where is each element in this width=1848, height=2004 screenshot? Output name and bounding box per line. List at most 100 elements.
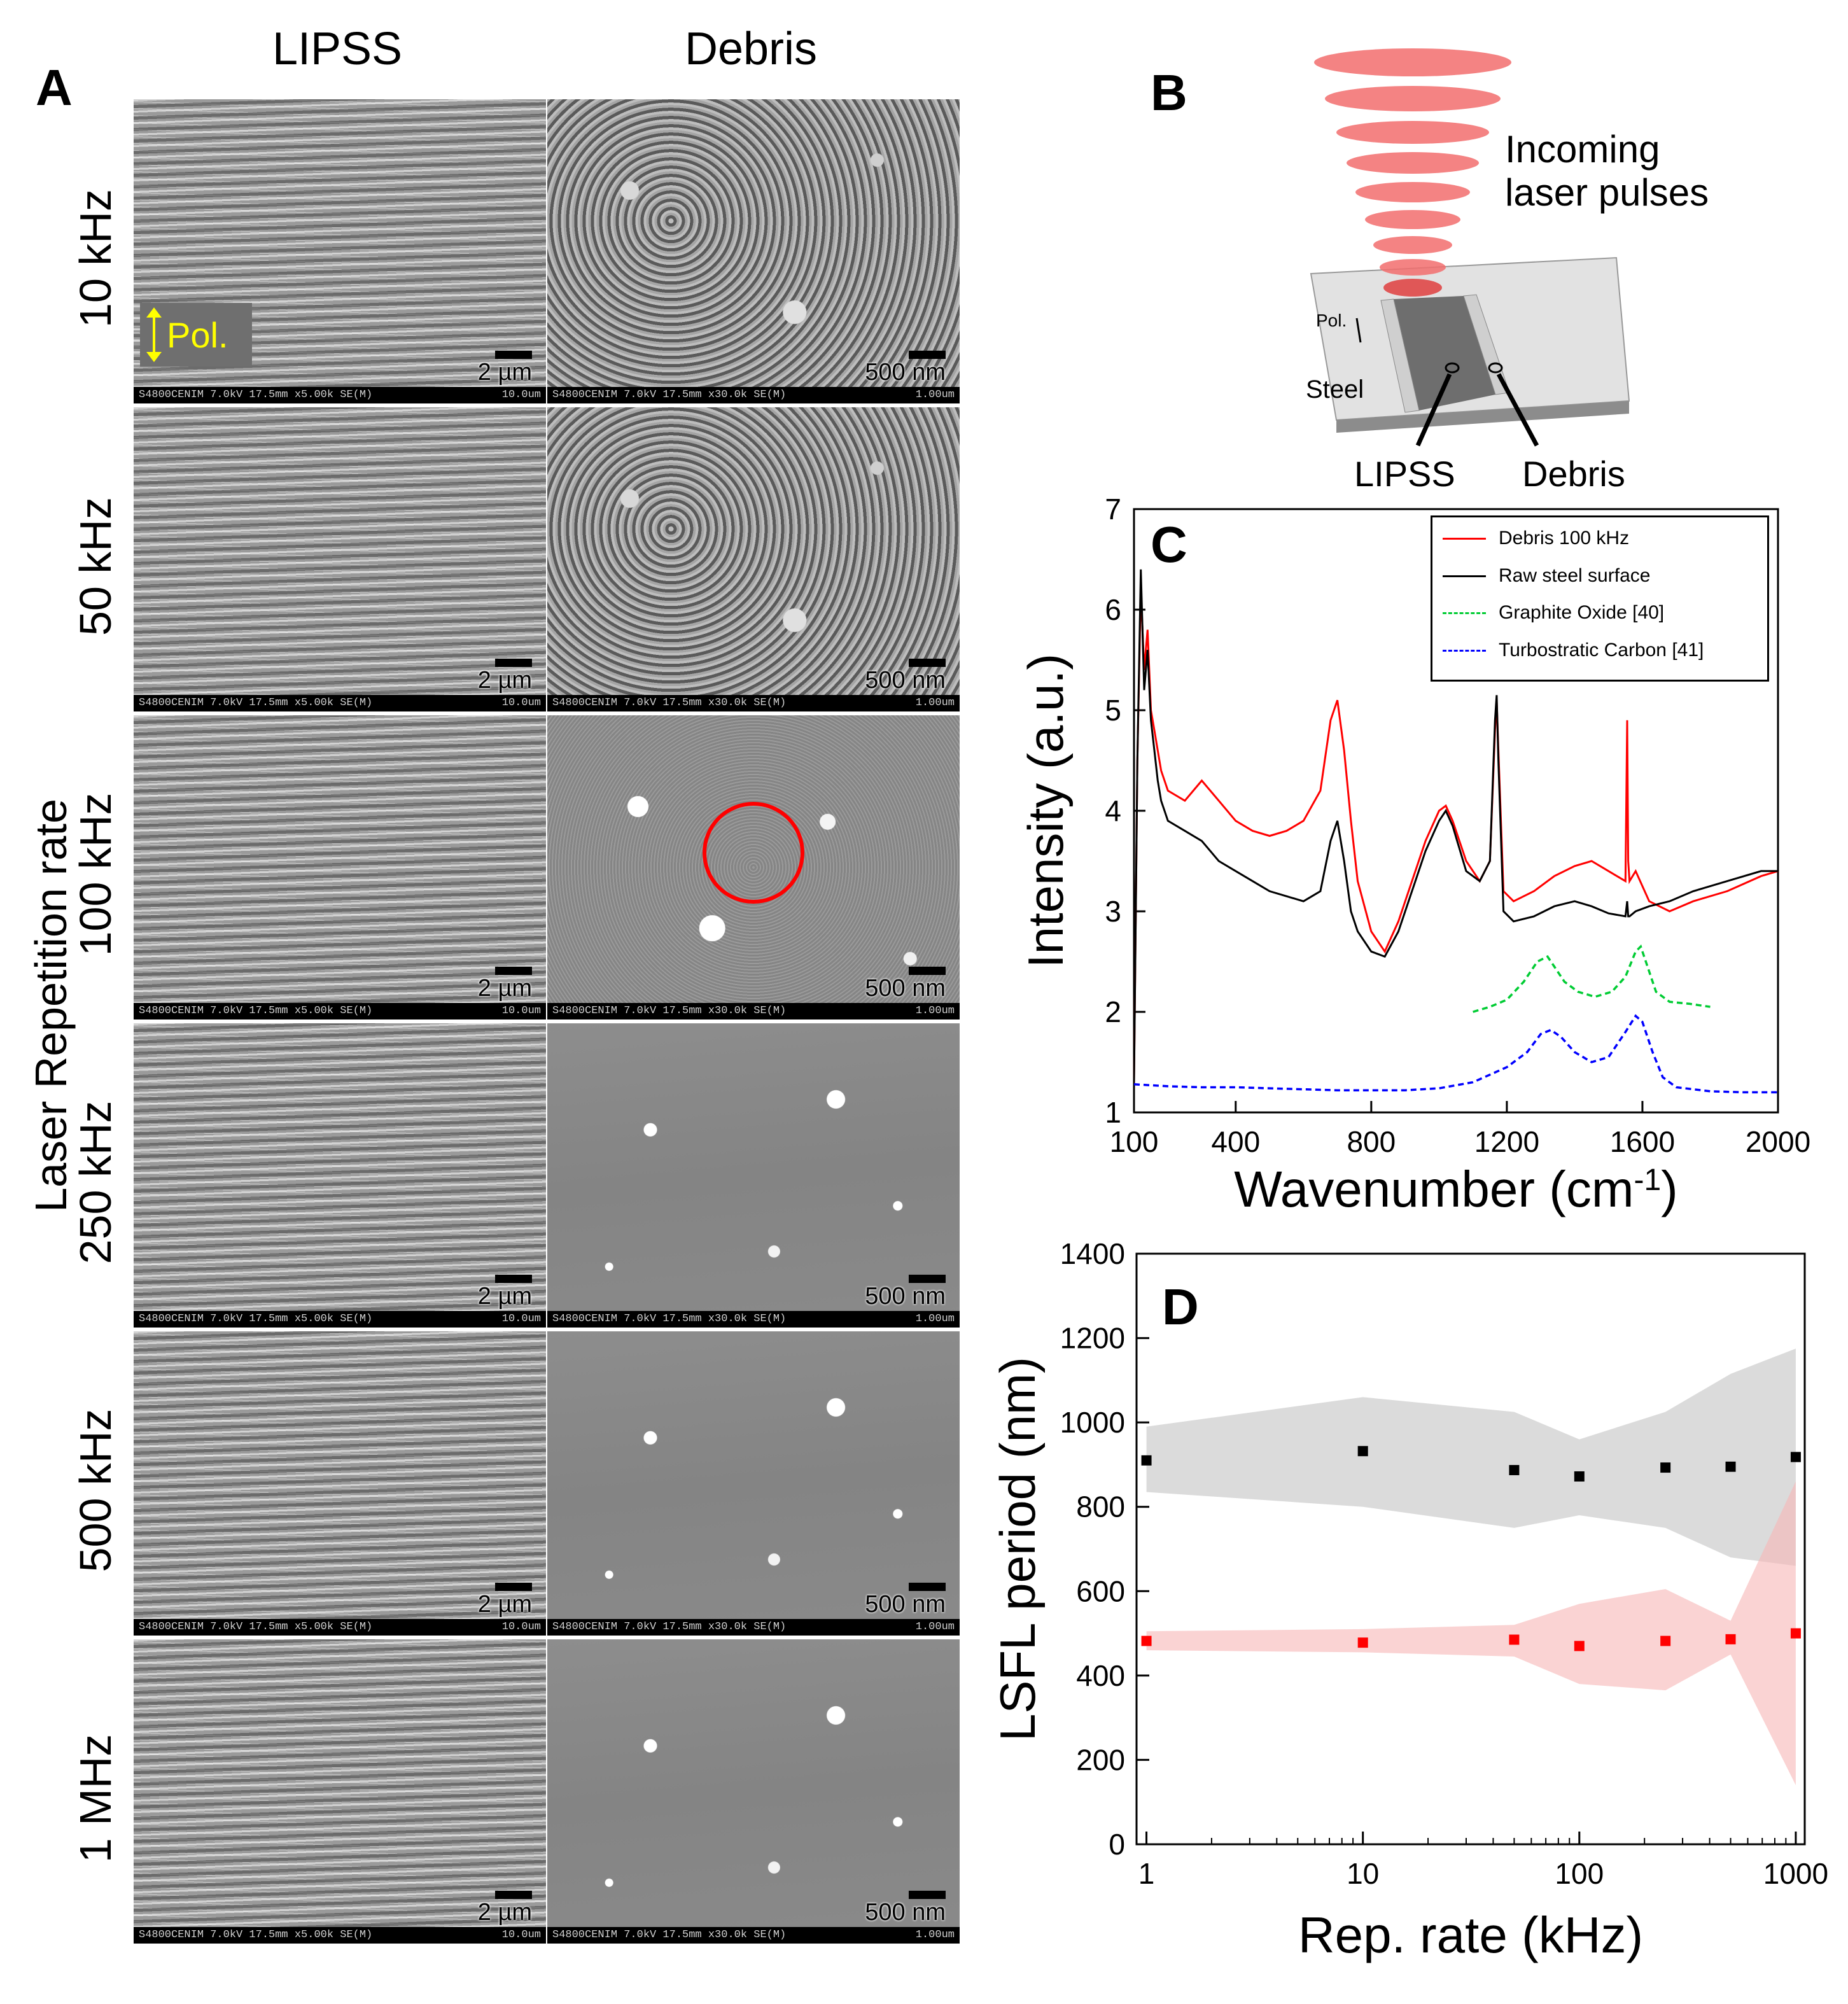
data-point-1 <box>1574 1641 1585 1651</box>
series-line-3 <box>1133 1014 1778 1094</box>
y-axis-label: Intensity (a.u.) <box>1018 654 1074 968</box>
row-label-5: 1 MHz <box>71 1734 120 1863</box>
scale-bar: 2 µm <box>478 659 532 692</box>
debris-sem-image: 500 nm S4800CENIM 7.0kV 17.5mm x30.0k SE(… <box>547 1331 960 1636</box>
schematic-pol-label: Pol. <box>1316 311 1347 330</box>
y-tick-label: 800 <box>1076 1490 1125 1524</box>
x-axis-label: Rep. rate (kHz) <box>1298 1907 1643 1963</box>
schematic-lipss-label: LIPSS <box>1354 454 1455 494</box>
sem-info-bar: S4800CENIM 7.0kV 17.5mm x30.0k SE(M) 1.00… <box>547 1003 960 1020</box>
scale-bar: 2 µm <box>478 1275 532 1308</box>
panel-b-letter: B <box>1151 64 1187 121</box>
y-tick-label: 3 <box>1105 895 1121 928</box>
data-point-1 <box>1725 1634 1736 1644</box>
error-band-1 <box>1146 1481 1796 1786</box>
row-label-4: 500 kHz <box>71 1408 120 1573</box>
x-tick-label: 1200 <box>1474 1125 1539 1158</box>
scale-bar: 2 µm <box>478 351 532 384</box>
laser-track <box>1394 296 1495 410</box>
debris-sem-image: 500 nm S4800CENIM 7.0kV 17.5mm x30.0k SE(… <box>547 407 960 711</box>
y-tick-label: 2 <box>1105 995 1121 1028</box>
y-tick-label: 1400 <box>1060 1237 1125 1270</box>
data-point-1 <box>1790 1628 1801 1639</box>
y-tick-label: 1000 <box>1060 1406 1125 1439</box>
incoming-label-1: Incoming <box>1505 128 1660 171</box>
scale-bar: 2 µm <box>478 967 532 1000</box>
steel-side <box>1336 401 1629 433</box>
sem-info-bar: S4800CENIM 7.0kV 17.5mm x30.0k SE(M) 1.00… <box>547 1927 960 1944</box>
legend-entry-debris: Debris 100 kHz <box>1432 528 1629 549</box>
x-tick-label: 100 <box>1555 1857 1604 1890</box>
lipss-arrow <box>1415 373 1452 447</box>
legend-entry-raw-steel: Raw steel surface <box>1432 565 1650 587</box>
lipss-sem-image: 2 µm S4800CENIM 7.0kV 17.5mm x5.00k SE(M)… <box>134 407 546 711</box>
x-tick-label: 1 <box>1138 1857 1155 1890</box>
y-tick-label: 1200 <box>1060 1322 1125 1355</box>
y-tick-label: 0 <box>1109 1828 1125 1861</box>
panel-d-letter: D <box>1162 1279 1199 1335</box>
scale-bar: 500 nm <box>865 351 946 384</box>
y-tick-label: 200 <box>1076 1743 1125 1776</box>
lsfl-period-chart: 1 10 100 1000 0 200 400 600 800 1000 1200 1400 Rep. … <box>990 1237 1828 1963</box>
debris-arrow <box>1496 373 1539 447</box>
highlight-circle <box>703 802 804 904</box>
sem-info-bar: S4800CENIM 7.0kV 17.5mm x5.00k SE(M) 10.0… <box>134 387 546 403</box>
scale-bar: 500 nm <box>865 1891 946 1924</box>
series-line-1 <box>1133 569 1778 1083</box>
y-tick-label: 600 <box>1076 1574 1125 1608</box>
scale-bar: 500 nm <box>865 967 946 1000</box>
x-tick-label: 1000 <box>1763 1857 1828 1890</box>
row-label-2: 100 kHz <box>71 792 120 956</box>
repetition-rate-axis-label: Laser Repetition rate <box>26 799 76 1212</box>
row-label-0: 10 kHz <box>71 189 120 328</box>
panel-c-letter: C <box>1151 516 1187 573</box>
y-tick-label: 6 <box>1105 593 1121 626</box>
data-point-0 <box>1660 1462 1671 1473</box>
x-tick-label: 400 <box>1211 1125 1260 1158</box>
data-point-0 <box>1357 1446 1368 1457</box>
schematic-steel-label: Steel <box>1306 375 1364 403</box>
sem-info-bar: S4800CENIM 7.0kV 17.5mm x30.0k SE(M) 1.00… <box>547 387 960 403</box>
y-tick-label: 5 <box>1105 694 1121 727</box>
debris-sem-image: 500 nm S4800CENIM 7.0kV 17.5mm x30.0k SE(… <box>547 715 960 1020</box>
debris-sem-image: 500 nm S4800CENIM 7.0kV 17.5mm x30.0k SE(… <box>547 1639 960 1944</box>
series-line-0 <box>1133 589 1779 1083</box>
x-tick-label: 100 <box>1110 1125 1159 1158</box>
data-point-1 <box>1141 1636 1152 1646</box>
pol-arrow-icon <box>1355 318 1362 343</box>
y-tick-label: 1 <box>1105 1096 1121 1129</box>
data-point-0 <box>1790 1452 1801 1462</box>
debris-strip-left <box>1380 298 1420 413</box>
debris-sem-image: 500 nm S4800CENIM 7.0kV 17.5mm x30.0k SE(… <box>547 1023 960 1328</box>
y-tick-label: 400 <box>1076 1659 1125 1692</box>
data-point-0 <box>1725 1461 1736 1472</box>
sem-info-bar: S4800CENIM 7.0kV 17.5mm x30.0k SE(M) 1.00… <box>547 1619 960 1636</box>
scale-bar: 500 nm <box>865 1275 946 1308</box>
y-axis-label: LSFL period (nm) <box>990 1357 1046 1741</box>
error-band-0 <box>1146 1349 1796 1566</box>
raman-spectrum-chart: 100 400 800 1200 1600 2000 1 2 3 4 5 6 7 Wavenumber (… <box>1018 493 1810 1217</box>
scale-bar: 500 nm <box>865 1583 946 1616</box>
scale-bar: 500 nm <box>865 659 946 692</box>
data-point-0 <box>1141 1455 1152 1466</box>
sem-info-bar: S4800CENIM 7.0kV 17.5mm x5.00k SE(M) 10.0… <box>134 1927 546 1944</box>
sem-info-bar: S4800CENIM 7.0kV 17.5mm x30.0k SE(M) 1.00… <box>547 1311 960 1328</box>
row-label-1: 50 kHz <box>71 497 120 636</box>
lipss-sem-image: 2 µm S4800CENIM 7.0kV 17.5mm x5.00k SE(M)… <box>134 715 546 1020</box>
data-point-1 <box>1509 1634 1520 1645</box>
x-tick-label: 1600 <box>1610 1125 1675 1158</box>
sem-info-bar: S4800CENIM 7.0kV 17.5mm x5.00k SE(M) 10.0… <box>134 695 546 711</box>
schematic-debris-label: Debris <box>1522 454 1625 494</box>
double-arrow-icon <box>146 307 162 362</box>
chart-c-legend: Debris 100 kHz Raw steel surface Graphit… <box>1431 515 1769 682</box>
laser-pulses-icon <box>1314 48 1511 297</box>
data-point-1 <box>1660 1636 1671 1646</box>
lipss-sem-image: 2 µm S4800CENIM 7.0kV 17.5mm x5.00k SE(M)… <box>134 1639 546 1944</box>
incoming-label-2: laser pulses <box>1505 171 1709 214</box>
debris-sem-image: 500 nm S4800CENIM 7.0kV 17.5mm x30.0k SE(… <box>547 99 960 403</box>
x-axis-label: Wavenumber (cm-1) <box>1234 1161 1678 1217</box>
x-tick-label: 800 <box>1347 1125 1396 1158</box>
x-tick-label: 2000 <box>1746 1125 1810 1158</box>
sem-info-bar: S4800CENIM 7.0kV 17.5mm x5.00k SE(M) 10.0… <box>134 1003 546 1020</box>
legend-entry-graphite-oxide: Graphite Oxide [40] <box>1432 602 1664 624</box>
